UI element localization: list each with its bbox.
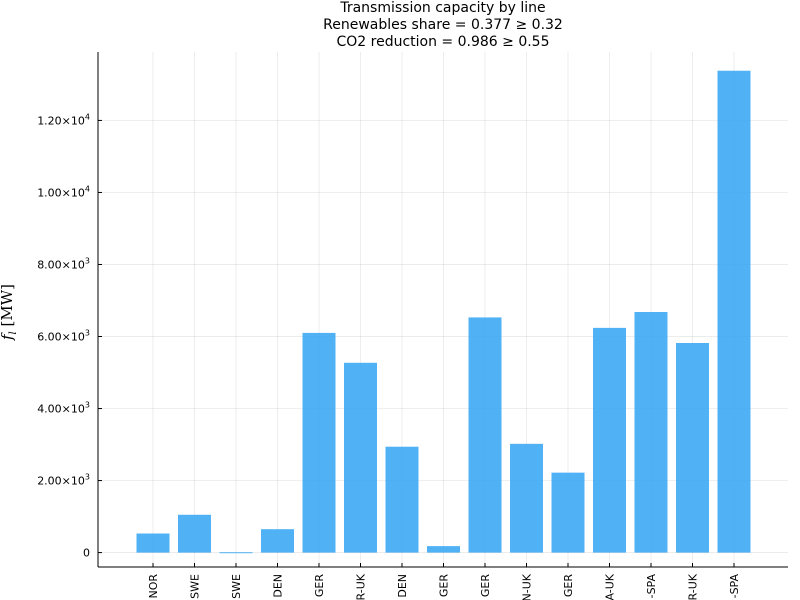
y-tick-label: 1.20×104 xyxy=(37,112,90,127)
y-tick-label: 1.00×104 xyxy=(37,184,90,199)
x-tick-label: -SPA xyxy=(728,574,741,599)
y-tick-label: 8.00×103 xyxy=(37,256,90,271)
bar xyxy=(634,312,668,553)
bar xyxy=(178,514,211,553)
x-tick-label: -SPA xyxy=(645,574,658,599)
chart-title: Transmission capacity by line xyxy=(339,0,545,16)
y-axis-label: fl [MW] xyxy=(0,284,19,341)
y-tick-label: 2.00×103 xyxy=(37,473,90,488)
bar xyxy=(261,529,294,553)
bar xyxy=(468,317,502,553)
y-tick-label: 0 xyxy=(83,547,90,560)
chart-subtitle-line-1: Renewables share = 0.377 ≥ 0.32 xyxy=(323,17,563,33)
x-tick-label: R-UK xyxy=(687,573,700,600)
x-tick-label: SWE xyxy=(230,574,243,599)
x-tick-label: NOR xyxy=(147,574,160,599)
bar xyxy=(385,446,419,553)
x-tick-label: A-UK xyxy=(604,573,617,600)
bar xyxy=(676,342,709,553)
x-tick-label: DEN xyxy=(272,574,285,598)
bar xyxy=(510,443,543,553)
bar xyxy=(344,362,377,553)
x-tick-label: GER xyxy=(313,574,326,597)
bar xyxy=(302,332,336,553)
x-tick-label: GER xyxy=(479,574,492,597)
x-tick-labels: NOR SWE SWE DEN GER R-UK DEN GER GER N-UK GER A-UK -… xyxy=(147,563,741,600)
bar xyxy=(717,70,751,553)
x-tick-label: GER xyxy=(438,574,451,597)
x-tick-label: SWE xyxy=(189,574,202,599)
bar xyxy=(219,552,253,554)
x-tick-label: N-UK xyxy=(521,573,534,600)
y-tick-label: 6.00×103 xyxy=(37,329,90,344)
x-tick-label: GER xyxy=(562,574,575,597)
y-tick-labels: 0 2.00×103 4.00×103 6.00×103 8.00×103 1.00×10… xyxy=(37,112,102,560)
bar xyxy=(551,472,585,553)
bars xyxy=(136,70,751,554)
x-tick-label: DEN xyxy=(396,574,409,598)
chart-subtitle-line-2: CO2 reduction = 0.986 ≥ 0.55 xyxy=(336,34,549,50)
y-tick-label: 4.00×103 xyxy=(37,401,90,416)
bar xyxy=(427,546,460,553)
x-tick-label: R-UK xyxy=(355,573,368,600)
bar xyxy=(593,327,626,553)
bar xyxy=(136,533,170,553)
